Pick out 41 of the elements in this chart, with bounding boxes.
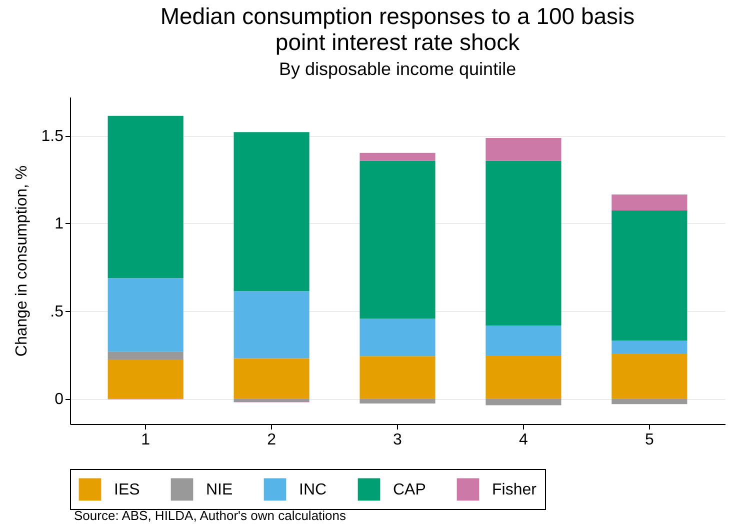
bar: [108, 278, 184, 352]
legend-label: NIE: [206, 481, 233, 498]
bar: [486, 355, 562, 399]
bar: [612, 354, 688, 399]
x-tick-label: 3: [393, 432, 402, 448]
bar: [612, 398, 688, 404]
x-tick-label: 5: [644, 432, 654, 448]
legend-label: CAP: [393, 481, 426, 498]
bar: [486, 160, 562, 326]
bar: [234, 132, 310, 292]
bar: [108, 359, 184, 399]
bar: [108, 116, 184, 278]
bar: [234, 398, 310, 402]
bar: [612, 340, 688, 354]
bar: [612, 194, 688, 210]
y-tick-label: 0: [54, 391, 64, 408]
bar: [486, 398, 562, 406]
legend-label: INC: [299, 481, 327, 498]
bar: [234, 291, 310, 358]
x-tick-label: 4: [519, 432, 528, 448]
y-tick-label: .5: [50, 303, 64, 320]
x-tick-label: 1: [141, 432, 150, 448]
y-tick-label: 1: [54, 216, 64, 233]
legend-label: IES: [114, 481, 140, 498]
chart-subtitle: By disposable income quintile: [278, 59, 516, 79]
source-note: Source: ABS, HILDA, Author's own calculations: [74, 508, 346, 523]
x-tick-label: 2: [267, 432, 276, 448]
bar: [486, 138, 562, 161]
bar: [360, 152, 436, 161]
y-axis-title: Change in consumption, %: [13, 165, 30, 357]
bar: [612, 210, 688, 341]
bar: [360, 160, 436, 319]
y-tick-label: 1.5: [41, 128, 64, 146]
bar: [360, 318, 436, 356]
legend-label: Fisher: [492, 481, 538, 498]
bar: [234, 358, 310, 399]
bar: [360, 398, 436, 404]
bar: [108, 352, 184, 360]
chart-title: Median consumption responses to a 100 basis point interest rate shock: [160, 3, 635, 55]
bar: [360, 356, 436, 399]
bar: [486, 326, 562, 356]
